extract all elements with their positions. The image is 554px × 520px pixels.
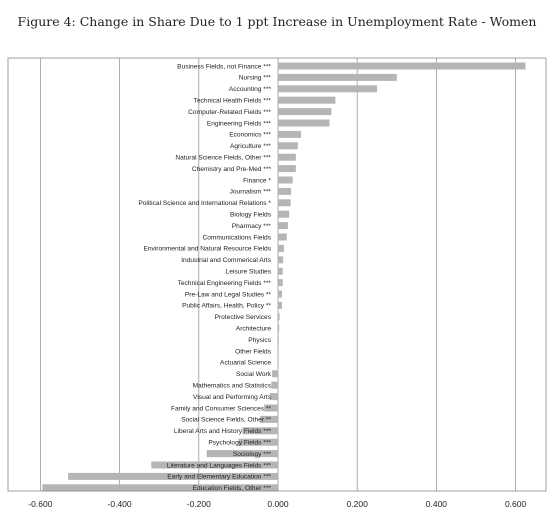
bar [278,279,283,287]
bar [278,96,336,104]
category-label: Journalism *** [230,189,272,196]
bar [151,461,278,469]
bar [278,313,280,321]
category-label: Chemistry and Pre-Med *** [192,166,272,173]
bar [278,222,288,230]
category-label: Business Fields, not Finance *** [177,63,271,70]
bar [278,358,279,366]
bar [278,301,282,309]
category-label: Environmental and Natural Resource Field… [143,246,271,253]
category-label: Family and Consumer Sciences ** [171,405,271,412]
plot-frame [7,57,547,492]
bars [42,62,526,492]
x-tick-label: 0.400 [426,499,448,509]
bar [278,290,282,298]
category-label: Social Science Fields, Other ** [181,417,271,424]
category-label: Education Fields, Other *** [193,485,272,492]
bar [238,438,278,446]
bar [68,472,279,480]
bar [272,370,278,378]
category-label: Communications Fields [202,234,271,241]
bar [278,256,284,264]
bar [278,244,284,252]
category-label: Physics [248,337,271,344]
category-label: Technical Health Fields *** [194,98,272,105]
bar [278,187,292,195]
x-tick-label: 0.600 [505,499,527,509]
bar [206,450,278,458]
category-label: Mathematics and Statistics [193,383,272,390]
category-label: Technical Engineering Fields *** [178,280,272,287]
category-label: Pre-Law and Legal Studies ** [185,291,272,298]
x-axis-tick-labels: -0.600 -0.400 -0.200 0.000 0.200 0.400 0.600 [28,499,526,509]
category-label: Liberal Arts and History Fields *** [174,428,272,435]
category-label: Computer-Related Fields *** [188,109,271,116]
bar [278,119,330,127]
category-label: Social Work [236,371,272,378]
bar [278,176,293,184]
bar [242,427,278,435]
bar [278,233,287,241]
category-labels: Business Fields, not Finance *** Nursing … [138,63,271,492]
category-label: Architecture [236,326,272,333]
category-label: Early and Elementary Education *** [167,474,271,481]
category-label: Public Affairs, Health, Policy ** [182,303,271,310]
bar [264,404,278,412]
category-label: Political Science and International Rela… [138,200,271,207]
bar [278,62,526,70]
x-tick-label: -0.400 [108,499,132,509]
category-label: Finance * [243,177,271,184]
category-label: Other Fields [235,348,272,355]
bar [278,324,280,332]
bar [271,381,278,389]
bar [278,142,298,150]
chart-title: Figure 4: Change in Share Due to 1 ppt I… [17,14,537,29]
category-label: Agriculture *** [230,143,271,150]
category-label: Leisure Studies [226,269,272,276]
category-label: Natural Science Fields, Other *** [175,155,271,162]
bar [278,108,332,116]
category-label: Protective Services [215,314,272,321]
category-label: Sociology *** [233,451,272,458]
bar [278,153,296,161]
category-label: Economics *** [229,132,271,139]
bar [278,85,377,93]
category-label: Psychology Fields *** [208,440,271,447]
category-label: Visual and Performing Arts [193,394,272,401]
x-tick-label: 0.200 [347,499,369,509]
category-label: Biology Fields [230,212,272,219]
bar [278,199,291,207]
bar [278,210,290,218]
category-label: Engineering Fields *** [207,120,272,127]
bar [42,484,278,492]
category-label: Industrial and Commerical Arts [181,257,271,264]
bar [278,73,397,81]
category-label: Accounting *** [229,86,272,93]
x-tick-label: -0.200 [187,499,211,509]
category-label: Literature and Languages Fields *** [167,462,272,469]
x-tick-label: 0.000 [267,499,289,509]
category-label: Actuarial Science [220,360,271,367]
category-label: Nursing *** [239,75,272,82]
bar [278,347,279,355]
x-tick-label: -0.600 [28,499,52,509]
bar [278,267,283,275]
bar [260,415,278,423]
bar [270,393,278,401]
bar [278,165,296,173]
bar [278,130,301,138]
category-label: Pharmacy *** [232,223,272,230]
bar [278,336,279,344]
